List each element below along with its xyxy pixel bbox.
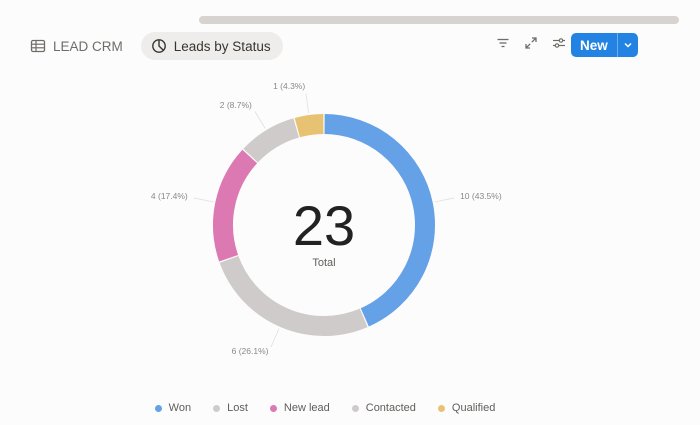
slice-leader-line [254,111,266,129]
legend-swatch-lost [213,404,221,412]
new-button[interactable]: New [571,33,618,57]
slice-leader-line [270,328,280,348]
filter-icon[interactable] [494,34,512,52]
legend-label: New lead [283,402,330,414]
tab-lead-crm-label: LEAD CRM [53,38,123,54]
expand-icon[interactable] [522,34,540,52]
view-tabs: LEAD CRM Leads by Status [22,32,283,60]
legend-item-qualified[interactable]: Qualified [437,402,496,414]
legend-item-lost[interactable]: Lost [213,402,248,414]
horizontal-scrollbar[interactable] [199,16,679,24]
pie-chart-icon [151,38,167,54]
chart-total-value: 23 [292,194,356,257]
donut-slice-new-lead[interactable] [213,149,258,262]
settings-sliders-icon[interactable] [550,34,568,52]
donut-slice-lost[interactable] [219,255,368,336]
donut-slice-qualified[interactable] [294,114,324,138]
table-icon [30,38,46,54]
chart-total-label: Total [312,257,336,269]
tab-leads-by-status-label: Leads by Status [173,38,271,54]
slice-label-won: 10 (43.5%) [460,190,502,201]
slice-leader-line [434,197,455,203]
new-dropdown-button[interactable] [618,33,638,57]
legend-item-won[interactable]: Won [154,402,192,414]
slice-label-qualified: 1 (4.3%) [273,81,306,92]
legend-item-contacted[interactable]: Contacted [351,402,416,414]
slice-label-new-lead: 4 (17.4%) [150,190,188,201]
legend-label: Qualified [451,402,496,414]
legend-swatch-qualified [437,404,445,412]
slice-label-contacted: 2 (8.7%) [219,100,252,111]
slice-leader-line [193,197,214,203]
slice-leader-line [305,93,310,114]
legend-swatch-contacted [351,404,359,412]
slice-label-lost: 6 (26.1%) [231,346,269,357]
legend-item-new-lead[interactable]: New lead [269,402,330,414]
chart-legend: Won Lost New lead Contacted Qualified [0,402,650,414]
legend-label: Contacted [365,402,416,414]
chevron-down-icon [623,40,633,50]
legend-swatch-new-lead [269,404,277,412]
legend-label: Won [168,402,192,414]
legend-swatch-won [154,404,162,412]
donut-slice-won[interactable] [324,114,435,327]
new-button-group: New [571,33,638,57]
tab-lead-crm[interactable]: LEAD CRM [22,32,131,60]
view-toolbar [494,34,568,52]
legend-label: Lost [227,402,248,414]
tab-leads-by-status[interactable]: Leads by Status [140,32,283,60]
donut-slice-contacted[interactable] [243,118,300,163]
